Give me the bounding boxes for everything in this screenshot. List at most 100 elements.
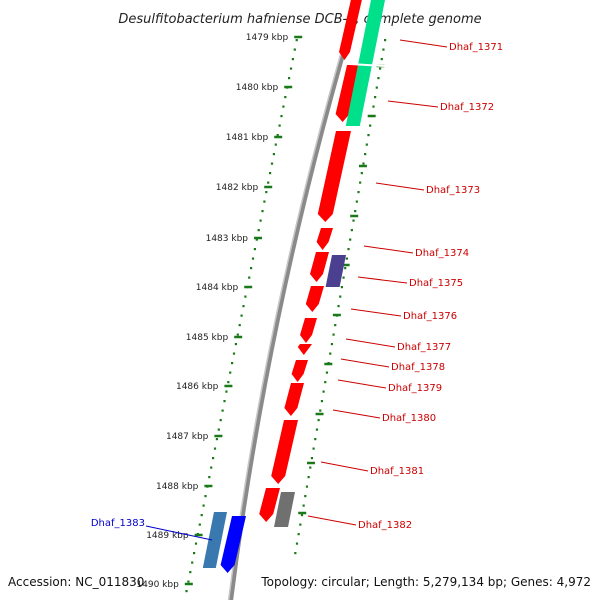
feature-steelblue [202,512,227,568]
kbp-label: 1483 kbp [206,234,249,244]
ruler-dot-right [297,533,300,536]
ruler-dot-right [342,276,345,279]
gene-label: Dhaf_1377 [397,342,451,353]
ruler-dot-right [374,96,377,99]
leader-line [320,461,369,472]
gene-label: Dhaf_1381 [370,466,424,477]
gene-label: Dhaf_1373 [426,185,480,196]
ruler-dot-right [299,523,302,526]
ruler-dot-right [319,409,322,412]
ruler-dot-right [349,238,352,241]
ruler-dot-left [261,210,264,213]
ruler-dot-right [359,181,362,184]
gene-label-blue: Dhaf_1383 [91,518,145,529]
map-title: Desulfitobacterium hafniense DCB-2, comp… [118,12,481,27]
ruler-dot-right [357,191,360,194]
ruler-dot-right [300,514,304,517]
ruler-dot-left [267,181,270,184]
ruler-dot-left [253,248,256,251]
ruler-dot-left [234,343,237,346]
ruler-dot-left [210,466,213,469]
leader-line [345,338,396,348]
gene-dhaf1379 [291,360,308,382]
ruler-dot-left [221,409,224,412]
ruler-dot-left [244,295,247,298]
ruler-dot-left [250,267,253,270]
ruler-dot-left [193,552,196,555]
ruler-dot-right [362,162,365,165]
ruler-dot-left [289,67,293,70]
ruler-dot-left [295,39,298,42]
ruler-dot-left [263,200,266,203]
ruler-dot-right [382,48,385,51]
kbp-label: 1482 kbp [216,183,259,193]
ruler-dot-left [269,172,272,175]
feature-purple [325,255,346,287]
ruler-dot-left [238,324,241,327]
ruler-dot-left [191,561,194,564]
ruler-dot-left [278,124,281,127]
kbp-label: 1487 kbp [166,432,209,442]
gene-dhaf1378 [297,344,312,355]
ruler-dot-right [302,504,305,507]
ruler-dot-left [251,257,255,260]
leader-line [387,100,439,108]
leader-line [350,308,402,317]
ruler-dot-left [280,115,283,118]
gene-label: Dhaf_1380 [382,413,436,424]
ruler-dot-left [259,219,262,222]
ruler-dot-right [380,58,383,61]
leader-line-blue [145,525,213,541]
ruler-dot-left [204,495,207,498]
ruler-dot-right [330,343,333,346]
genome-summary: Topology: circular; Length: 5,279,134 bp… [260,575,591,589]
gene-dhaf1381 [271,420,298,484]
gene-dhaf1375 [310,252,329,282]
gene-dhaf1372 [335,65,361,122]
ruler-dot-right [332,333,335,336]
ruler-dot-left [212,457,215,460]
ruler-dot-left [240,314,243,317]
ruler-dot-right [369,124,372,127]
ruler-dot-left [215,438,218,441]
gene-dhaf1373 [317,131,351,222]
ruler-dot-left [227,381,230,384]
ruler-dot-right [375,86,378,89]
gene-features [202,0,386,573]
ruler-dot-left [229,371,232,374]
ruler-dot-left [223,400,226,403]
ruler-dot-left [257,229,260,232]
feature-green [345,0,385,126]
kbp-label: 1490 kbp [136,580,179,590]
ruler-dot-left [276,134,279,137]
ruler-dot-right [312,447,315,450]
ruler-dot-right [379,67,382,70]
ruler-dot-left [231,362,234,365]
ruler-dot-left [225,390,228,393]
ruler-dot-right [294,552,297,555]
gene-dhaf1374 [316,228,333,250]
ruler-dot-left [187,580,190,583]
kbp-label: 1485 kbp [186,333,229,343]
ruler-dot-right [352,219,355,222]
ruler-dot-left [248,276,251,279]
ruler-dot-left [202,504,205,507]
gene-label: Dhaf_1374 [415,248,469,259]
ruler-dot-left [189,571,192,574]
ruler-dot-left [293,48,296,51]
ruler-dot-left [282,105,285,108]
ruler-dot-right [384,39,387,42]
gene-dhaf1377 [300,318,317,343]
ruler-dot-right [309,466,312,469]
leader-line [363,245,414,254]
ruler-dot-left [219,419,222,422]
gene-label: Dhaf_1371 [449,42,503,53]
ruler-dot-right [364,153,367,156]
ruler-dot-right [305,485,309,488]
ruler-dot-right [304,495,307,498]
ruler-dot-left [232,352,236,355]
leader-line [307,515,357,526]
ruler-dot-left [200,514,203,517]
ruler-dot-right [340,286,343,289]
ruler-dot-left [265,191,268,194]
